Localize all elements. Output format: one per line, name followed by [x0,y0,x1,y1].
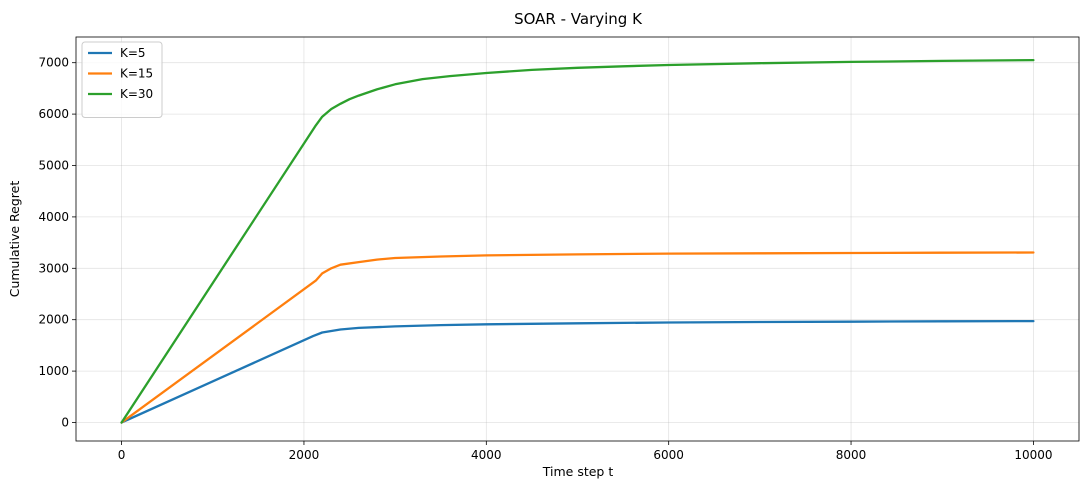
x-tick-label: 4000 [471,448,502,462]
y-tick-label: 3000 [38,261,69,275]
y-tick-label: 4000 [38,210,69,224]
x-tick-label: 2000 [289,448,320,462]
series-line-k-30 [120,58,1035,424]
y-tick-label: 0 [61,415,69,429]
legend-label-k-15: K=15 [120,67,153,81]
x-axis-ticks: 0 2000 4000 6000 8000 10000 [118,441,1053,462]
series-line-k-5 [120,319,1035,424]
y-tick-label: 7000 [38,56,69,70]
series-lines [120,58,1035,424]
y-tick-label: 6000 [38,107,69,121]
x-axis-label: Time step t [542,464,614,479]
plot-area-frame [75,36,1080,442]
legend-box [81,41,163,118]
y-tick-label: 1000 [38,364,69,378]
grid [76,37,1079,441]
legend: K=5 K=15 K=30 [81,41,163,118]
series-line-k-15 [120,251,1035,424]
y-tick-label: 5000 [38,158,69,172]
y-axis-ticks: 0 1000 2000 3000 4000 5000 6000 7000 [38,56,76,429]
x-tick-label: 10000 [1014,448,1052,462]
x-tick-label: 6000 [653,448,684,462]
legend-label-k-30: K=30 [120,87,153,101]
x-tick-label: 0 [118,448,126,462]
legend-label-k-5: K=5 [120,46,146,60]
y-axis-label: Cumulative Regret [7,181,22,298]
y-tick-label: 2000 [38,313,69,327]
x-tick-label: 8000 [836,448,867,462]
chart-title: SOAR - Varying K [514,10,643,28]
